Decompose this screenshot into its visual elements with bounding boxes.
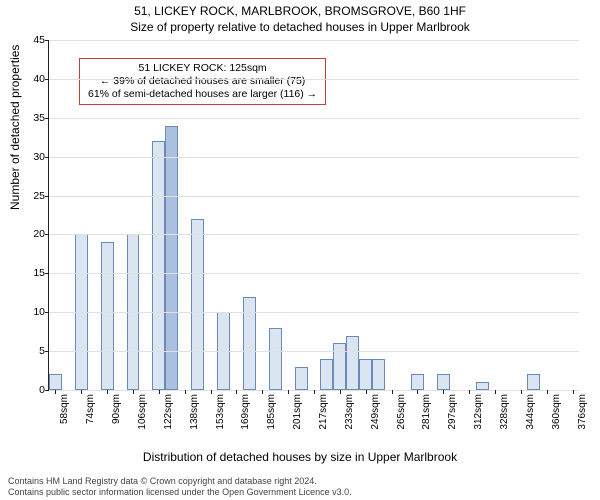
bar (191, 219, 204, 390)
xtick-mark (469, 390, 470, 394)
bar (411, 374, 424, 390)
gridline (49, 234, 579, 235)
xtick-mark (340, 390, 341, 394)
bar (346, 336, 359, 390)
ytick-mark (45, 157, 49, 158)
ytick-label: 0 (21, 384, 45, 396)
xtick-label: 90sqm (111, 394, 122, 424)
xtick-label: 360sqm (551, 394, 562, 430)
xtick-mark (262, 390, 263, 394)
xtick-mark (133, 390, 134, 394)
xtick-mark (55, 390, 56, 394)
xtick-mark (107, 390, 108, 394)
ytick-mark (45, 196, 49, 197)
gridline (49, 40, 579, 41)
xtick-mark (211, 390, 212, 394)
xtick-mark (314, 390, 315, 394)
xtick-mark (547, 390, 548, 394)
xtick-label: 281sqm (421, 394, 432, 430)
xtick-mark (495, 390, 496, 394)
xtick-label: 312sqm (473, 394, 484, 430)
bar (269, 328, 282, 390)
xtick-label: 376sqm (577, 394, 588, 430)
xtick-label: 265sqm (396, 394, 407, 430)
xtick-label: 169sqm (240, 394, 251, 430)
title-main: 51, LICKEY ROCK, MARLBROOK, BROMSGROVE, … (0, 4, 600, 18)
x-axis-label: Distribution of detached houses by size … (0, 450, 600, 464)
ytick-label: 45 (21, 34, 45, 46)
annotation-line: 51 LICKEY ROCK: 125sqm (88, 62, 317, 75)
xtick-mark (366, 390, 367, 394)
xtick-label: 106sqm (137, 394, 148, 430)
ytick-label: 40 (21, 73, 45, 85)
xtick-mark (443, 390, 444, 394)
gridline (49, 351, 579, 352)
gridline (49, 312, 579, 313)
xtick-mark (392, 390, 393, 394)
xtick-label: 297sqm (447, 394, 458, 430)
gridline (49, 273, 579, 274)
xtick-mark (288, 390, 289, 394)
plot-area: 51 LICKEY ROCK: 125sqm← 39% of detached … (48, 40, 579, 391)
annotation-line: ← 39% of detached houses are smaller (75… (88, 75, 317, 88)
chart-container: 51, LICKEY ROCK, MARLBROOK, BROMSGROVE, … (0, 0, 600, 500)
gridline (49, 118, 579, 119)
bar (152, 141, 165, 390)
ytick-mark (45, 79, 49, 80)
gridline (49, 157, 579, 158)
ytick-mark (45, 40, 49, 41)
credits: Contains HM Land Registry data © Crown c… (8, 476, 352, 498)
bar (437, 374, 450, 390)
xtick-label: 58sqm (59, 394, 70, 424)
ytick-mark (45, 312, 49, 313)
ytick-label: 15 (21, 267, 45, 279)
xtick-mark (81, 390, 82, 394)
bar (295, 367, 308, 390)
annotation-line: 61% of semi-detached houses are larger (… (88, 88, 317, 101)
ytick-mark (45, 234, 49, 235)
bar (101, 242, 114, 390)
xtick-label: 328sqm (499, 394, 510, 430)
ytick-label: 30 (21, 151, 45, 163)
annotation-box: 51 LICKEY ROCK: 125sqm← 39% of detached … (79, 58, 326, 105)
xtick-label: 344sqm (525, 394, 536, 430)
xtick-label: 233sqm (344, 394, 355, 430)
xtick-label: 153sqm (215, 394, 226, 430)
xtick-label: 249sqm (370, 394, 381, 430)
xtick-label: 201sqm (292, 394, 303, 430)
bar (372, 359, 385, 390)
xtick-mark (417, 390, 418, 394)
ytick-mark (45, 273, 49, 274)
xtick-mark (573, 390, 574, 394)
y-axis-label: Number of detached properties (8, 45, 22, 210)
bar (320, 359, 333, 390)
bar (243, 297, 256, 390)
ytick-mark (45, 118, 49, 119)
xtick-label: 74sqm (85, 394, 96, 424)
ytick-label: 35 (21, 112, 45, 124)
xtick-mark (521, 390, 522, 394)
credits-line1: Contains HM Land Registry data © Crown c… (8, 476, 352, 487)
ytick-mark (45, 351, 49, 352)
ytick-label: 10 (21, 306, 45, 318)
bar (476, 382, 489, 390)
xtick-label: 185sqm (266, 394, 277, 430)
xtick-mark (185, 390, 186, 394)
gridline (49, 79, 579, 80)
bar (527, 374, 540, 390)
xtick-label: 122sqm (163, 394, 174, 430)
xtick-label: 138sqm (189, 394, 200, 430)
bar (49, 374, 62, 390)
ytick-label: 20 (21, 228, 45, 240)
gridline (49, 196, 579, 197)
ytick-label: 5 (21, 345, 45, 357)
title-sub: Size of property relative to detached ho… (0, 20, 600, 34)
ytick-label: 25 (21, 190, 45, 202)
xtick-label: 217sqm (318, 394, 329, 430)
bar (359, 359, 372, 390)
xtick-mark (236, 390, 237, 394)
xtick-mark (159, 390, 160, 394)
credits-line2: Contains public sector information licen… (8, 487, 352, 498)
ytick-mark (45, 390, 49, 391)
